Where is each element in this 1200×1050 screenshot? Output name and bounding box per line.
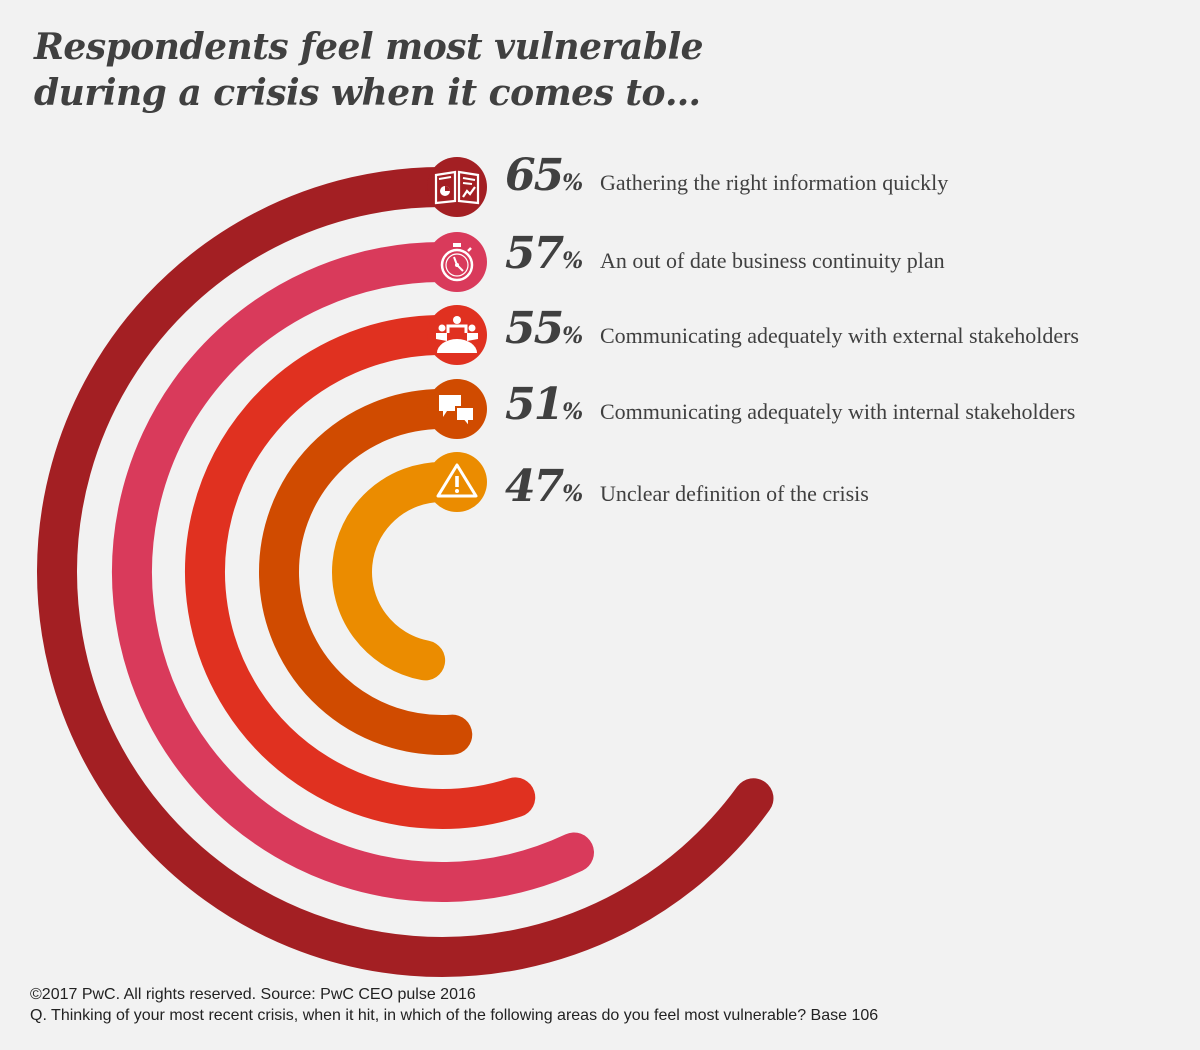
data-row: 65% Gathering the right information quic… xyxy=(505,150,949,201)
chat-bubbles-icon xyxy=(427,379,487,439)
data-row: 47% Unclear definition of the crisis xyxy=(505,461,869,512)
stopwatch-icon xyxy=(427,232,487,292)
title-line-1: Respondents feel most vulnerable xyxy=(34,26,704,68)
chart-title: Respondents feel most vulnerable during … xyxy=(34,24,794,116)
data-row: 55% Communicating adequately with extern… xyxy=(505,303,1079,354)
category-label: Communicating adequately with internal s… xyxy=(600,399,1076,424)
category-label: Unclear definition of the crisis xyxy=(600,481,869,506)
source-note: ©2017 PwC. All rights reserved. Source: … xyxy=(30,986,476,1003)
value-label: 51% xyxy=(505,379,584,430)
title-line-2: during a crisis when it comes to… xyxy=(34,72,701,114)
category-label: An out of date business continuity plan xyxy=(600,248,945,273)
warning-icon xyxy=(427,452,487,512)
arc-bar-5 xyxy=(332,462,462,681)
arc-bar-3 xyxy=(185,315,536,829)
report-icon xyxy=(427,157,487,217)
question-note: Q. Thinking of your most recent crisis, … xyxy=(30,1007,879,1024)
meeting-icon xyxy=(427,305,487,365)
footer: ©2017 PwC. All rights reserved. Source: … xyxy=(30,984,878,1026)
value-label: 57% xyxy=(505,228,584,279)
value-label: 65% xyxy=(505,150,584,201)
arc-bar-4 xyxy=(259,389,473,755)
arc-bar-1 xyxy=(37,167,774,977)
value-label: 55% xyxy=(505,303,584,354)
value-label: 47% xyxy=(505,461,584,512)
category-label: Communicating adequately with external s… xyxy=(600,323,1079,348)
data-row: 51% Communicating adequately with intern… xyxy=(505,379,1076,430)
data-row: 57% An out of date business continuity p… xyxy=(505,228,945,279)
arc-bar-2 xyxy=(112,242,594,902)
category-label: Gathering the right information quickly xyxy=(600,170,949,195)
